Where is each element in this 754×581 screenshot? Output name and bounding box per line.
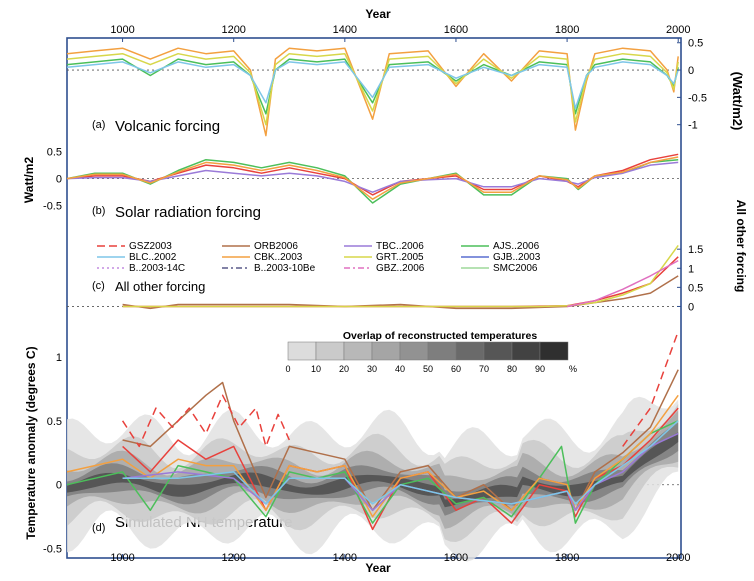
y-tick-label-right: 0.5 [688, 282, 703, 294]
y-tick-label-left: 1 [56, 352, 62, 364]
x-tick-label-top: 2000 [666, 24, 690, 36]
y-tick-label-right: 0 [688, 65, 694, 77]
overlap-legend-swatch [371, 341, 401, 361]
y-tick-label-left: 0 [56, 480, 62, 492]
panel-d-label: (d) [92, 522, 105, 534]
overlap-legend-swatch [483, 341, 513, 361]
y-tick-label-left: 0 [56, 174, 62, 186]
top-axis-label: Year [365, 7, 391, 21]
y-tick-label-left: -0.5 [43, 544, 62, 556]
series-line-c-0 [122, 275, 679, 310]
x-tick-label-top: 1600 [444, 24, 468, 36]
forcing-ylabel: Watt/m2 [22, 157, 36, 204]
series-line-c-3 [566, 259, 679, 308]
volcanic-right-ylabel: (Watt/m2) [730, 72, 745, 131]
panel-c-title: All other forcing [115, 279, 205, 294]
series-line-b-1 [66, 153, 679, 196]
plot-frame [66, 37, 682, 559]
y-tick-label-left: 0.5 [47, 147, 62, 159]
series-line-c-2 [122, 244, 679, 308]
y-tick-label-right: -1 [688, 120, 698, 132]
legend-label: GBZ..2006 [376, 263, 425, 274]
series-line-d-7 [622, 331, 679, 447]
legend-label: TBC..2006 [376, 241, 424, 252]
overlap-legend-tick: 50 [423, 364, 433, 374]
overlap-legend-swatch [539, 341, 569, 361]
overlap-legend-tick: 60 [451, 364, 461, 374]
legend-label: ORB2006 [254, 241, 298, 252]
legend-label: B..2003-14C [129, 263, 185, 274]
series-line-d-5 [122, 420, 679, 505]
overlap-legend-tick: 70 [479, 364, 489, 374]
legend-label: BLC..2002 [129, 252, 177, 263]
overlap-legend-tick: 0 [285, 364, 290, 374]
overlap-legend-swatch [287, 341, 317, 361]
y-tick-label-right: 1.5 [688, 244, 703, 256]
overlap-legend-swatch [427, 341, 457, 361]
y-tick-label-left: -0.5 [43, 201, 62, 213]
y-tick-label-right: 1 [688, 263, 694, 275]
overlap-legend-swatch [455, 341, 485, 361]
overlap-legend-tick: 90 [535, 364, 545, 374]
overlap-legend-swatch [399, 341, 429, 361]
y-tick-label-right: 0 [688, 301, 694, 313]
panel-a-label: (a) [92, 119, 105, 131]
legend-label: AJS..2006 [493, 241, 540, 252]
overlap-legend-tick: 30 [367, 364, 377, 374]
legend-label: CBK..2003 [254, 252, 303, 263]
panel-b-label: (b) [92, 205, 105, 217]
series-line-a-1 [66, 58, 679, 115]
panel-b-title: Solar radiation forcing [115, 204, 261, 221]
series-line-b-3 [66, 156, 679, 200]
other-forcing-right-ylabel: All other forcing [734, 200, 748, 293]
overlap-legend-tick: % [569, 364, 577, 374]
series-line-b-2 [66, 161, 679, 193]
overlap-legend-tick: 20 [339, 364, 349, 374]
series-line-a-2 [66, 52, 679, 126]
overlap-legend-tick: 80 [507, 364, 517, 374]
bottom-axis-label: Year [365, 561, 391, 575]
temperature-ylabel: Temperature anomaly (degrees C) [24, 346, 38, 539]
y-tick-label-right: -0.5 [688, 92, 707, 104]
legend-label: GSZ2003 [129, 241, 172, 252]
y-tick-label-right: 0.5 [688, 38, 703, 50]
x-tick-label-top: 1800 [555, 24, 579, 36]
overlap-legend-swatch [511, 341, 541, 361]
legend-label: GRT..2005 [376, 252, 424, 263]
x-tick-label-top: 1400 [333, 24, 357, 36]
series-line-a-3 [66, 61, 679, 110]
panel-a-title: Volcanic forcing [115, 118, 220, 135]
y-tick-label-left: 0.5 [47, 416, 62, 428]
legend-label: B..2003-10Be [254, 263, 316, 274]
x-tick-label-top: 1000 [110, 24, 134, 36]
overlap-legend-swatch [315, 341, 345, 361]
overlap-legend-tick: 40 [395, 364, 405, 374]
series-line-a-0 [66, 47, 679, 137]
series-line-d-6 [121, 394, 290, 448]
legend-label: SMC2006 [493, 263, 538, 274]
overlap-legend-title: Overlap of reconstructed temperatures [343, 330, 537, 342]
overlap-legend-swatch [343, 341, 373, 361]
panel-c-label: (c) [92, 280, 105, 292]
overlap-band-3 [67, 422, 679, 516]
legend-label: GJB..2003 [493, 252, 541, 263]
overlap-legend-tick: 10 [311, 364, 321, 374]
x-tick-label-top: 1200 [221, 24, 245, 36]
